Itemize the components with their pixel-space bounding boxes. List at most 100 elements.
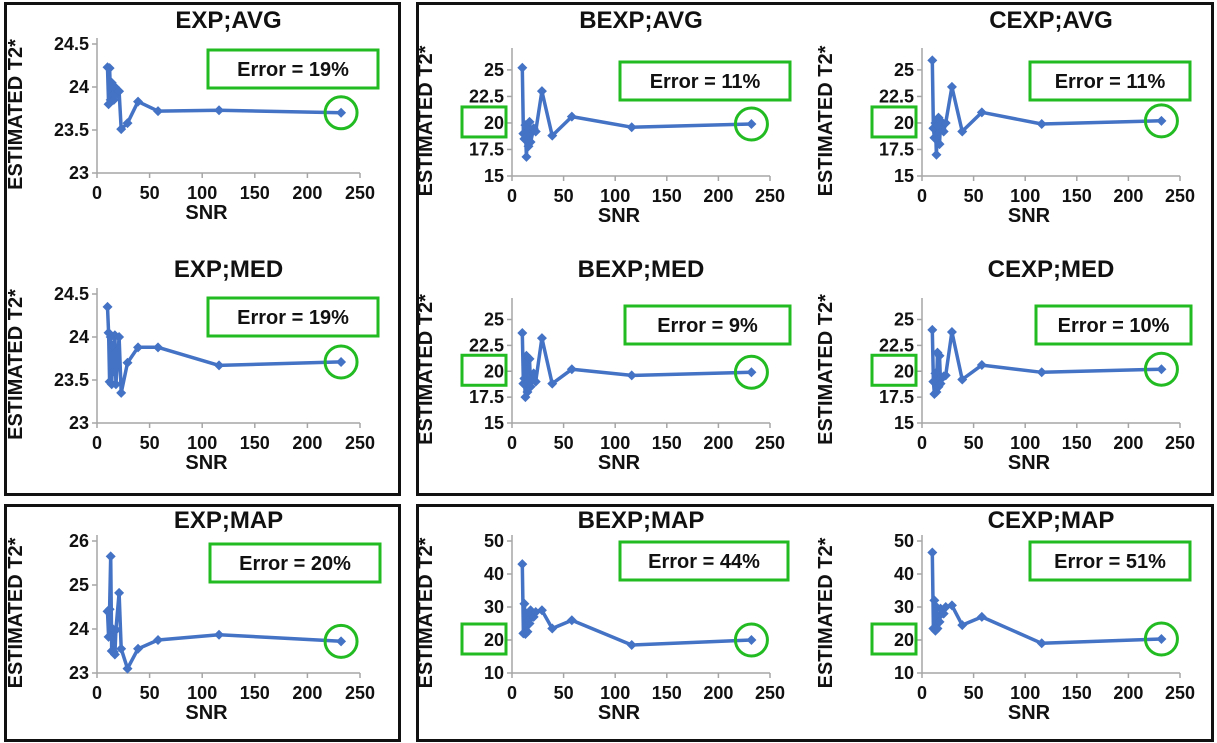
data-point <box>524 116 535 127</box>
data-point <box>133 342 144 353</box>
y-tick-label: 30 <box>484 597 504 617</box>
data-point <box>116 124 127 135</box>
data-point <box>929 132 940 143</box>
chart-title: CEXP;MAP <box>988 507 1115 534</box>
x-tick-label: 200 <box>703 433 733 453</box>
data-point <box>940 117 951 128</box>
x-tick-label: 100 <box>1010 433 1040 453</box>
y-tick-label: 17.5 <box>879 139 914 159</box>
y-tick-label: 15 <box>894 166 914 186</box>
x-axis-label: SNR <box>1008 452 1051 474</box>
data-point <box>1156 115 1167 126</box>
data-point <box>153 106 164 117</box>
error-label: Error = 11% <box>650 71 761 93</box>
x-tick-label: 50 <box>554 186 574 206</box>
data-point <box>521 151 532 162</box>
data-point <box>1036 119 1047 130</box>
series-line <box>105 554 342 671</box>
data-point <box>957 620 968 631</box>
data-point <box>547 378 558 389</box>
data-point <box>102 301 113 312</box>
data-point <box>976 360 987 371</box>
chart-title: EXP;MAP <box>174 507 283 534</box>
data-point <box>957 374 968 385</box>
group-box-exp-top <box>4 2 401 496</box>
series-line <box>105 306 342 395</box>
y-tick-label: 10 <box>894 663 914 683</box>
x-axis-label: SNR <box>185 452 228 474</box>
error-box <box>1034 304 1193 346</box>
data-point <box>1156 634 1167 645</box>
data-point <box>103 631 114 642</box>
group-box-bexp-cexp-map <box>416 504 1214 742</box>
data-point <box>153 635 164 645</box>
error-label: Error = 19% <box>237 59 349 81</box>
x-tick-label: 50 <box>964 683 984 703</box>
x-tick-label: 100 <box>187 183 217 203</box>
x-tick-label: 200 <box>292 183 322 203</box>
final-point-highlight-circle <box>323 623 359 659</box>
data-point <box>517 559 528 570</box>
data-point <box>931 149 942 160</box>
x-tick-label: 0 <box>917 186 927 206</box>
y-tick-label: 23 <box>69 413 89 433</box>
data-point <box>946 600 957 611</box>
y-tick-label: 40 <box>894 564 914 584</box>
data-point <box>957 126 968 137</box>
x-tick-label: 0 <box>92 183 102 203</box>
y-tick-label: 20 <box>894 361 914 381</box>
data-point <box>336 107 347 118</box>
data-point <box>927 547 938 558</box>
data-point <box>976 611 987 622</box>
x-tick-label: 200 <box>292 433 322 453</box>
data-point <box>519 598 530 609</box>
chart-bexp-map: BEXP;MAP 10 20 30 40 50 0 50 100 150 200 250 SNR ESTI… <box>415 507 790 724</box>
data-point <box>946 326 957 337</box>
data-point <box>116 387 127 398</box>
x-axis-label: SNR <box>1008 205 1051 227</box>
y-axis-label: ESTIMATED T2* <box>5 289 27 440</box>
x-tick-label: 100 <box>1010 683 1040 703</box>
error-label: Error = 11% <box>1055 71 1166 93</box>
data-point <box>976 107 987 118</box>
data-point <box>930 368 941 379</box>
y-label-highlight-box <box>460 105 508 139</box>
y-tick-label: 20 <box>894 630 914 650</box>
x-tick-label: 250 <box>755 433 785 453</box>
y-tick-label: 22.5 <box>469 86 504 106</box>
data-point <box>336 356 347 367</box>
x-tick-label: 0 <box>92 433 102 453</box>
data-point <box>566 111 577 122</box>
final-point-highlight-circle <box>1143 351 1179 387</box>
data-point <box>517 62 528 73</box>
y-tick-label: 24.5 <box>54 34 89 54</box>
x-tick-label: 100 <box>600 433 630 453</box>
error-box <box>206 48 380 90</box>
x-axis-label: SNR <box>185 202 228 224</box>
y-tick-label: 25 <box>894 310 914 330</box>
data-point <box>928 376 939 387</box>
data-point <box>109 649 120 660</box>
y-tick-label: 20 <box>484 630 504 650</box>
y-tick-label: 24 <box>69 619 89 639</box>
data-point <box>746 119 757 130</box>
x-tick-label: 50 <box>140 433 160 453</box>
y-tick-label: 26 <box>69 531 89 551</box>
x-tick-label: 250 <box>345 433 375 453</box>
data-point <box>746 635 757 645</box>
data-point <box>566 615 577 626</box>
data-point <box>524 618 535 629</box>
data-point <box>110 624 121 635</box>
x-tick-label: 0 <box>507 186 517 206</box>
y-tick-label: 15 <box>894 413 914 433</box>
chart-exp-med: EXP;MED 23 23.5 24 24.5 0 50 100 150 200 250 SNR EST… <box>5 256 380 474</box>
y-tick-label: 25 <box>894 60 914 80</box>
x-tick-label: 50 <box>140 683 160 703</box>
x-tick-label: 150 <box>652 186 682 206</box>
data-point <box>133 643 144 654</box>
y-tick-label: 17.5 <box>469 387 504 407</box>
error-box <box>208 542 382 584</box>
data-point <box>935 378 946 389</box>
